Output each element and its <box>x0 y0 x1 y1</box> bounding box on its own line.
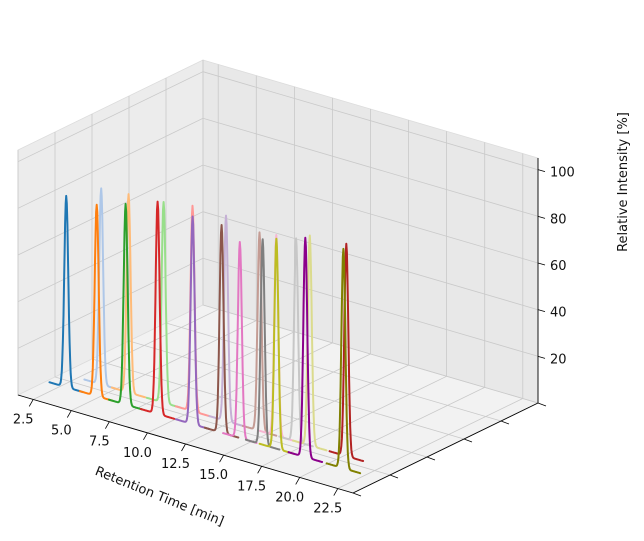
y-tick <box>426 456 436 461</box>
x-tick-label: 20.0 <box>275 490 304 505</box>
grid-line-z <box>17 117 539 217</box>
x-tick <box>181 443 186 452</box>
z-tick-label: 100 <box>550 166 575 181</box>
z-axis-label: Relative Intensity [%] <box>616 112 631 252</box>
x-tick-label: 22.5 <box>313 502 342 517</box>
z-tick <box>537 309 546 313</box>
x-tick <box>66 410 72 418</box>
chart-axes <box>17 158 547 497</box>
x-tick <box>257 466 262 474</box>
x-tick-label: 7.5 <box>89 435 110 450</box>
y-tick <box>537 402 547 407</box>
x-tick-label: 17.5 <box>237 479 266 494</box>
x-tick <box>143 432 148 441</box>
chart-series <box>48 187 365 475</box>
z-tick <box>537 355 546 359</box>
tick-labels: 2.5 5.0 7.5 10.0 12.5 15.0 17.5 20.0 22.5 20 40 60 8… <box>13 166 575 517</box>
chromatogram-peak-19 <box>287 236 324 463</box>
chromatogram-peak-3 <box>78 203 115 402</box>
x-tick-label: 5.0 <box>51 424 72 439</box>
grid-line-z <box>17 164 539 264</box>
x-tick <box>105 421 110 429</box>
chromatogram-peak-17 <box>258 237 295 455</box>
chromatogram-peak-15 <box>244 238 281 451</box>
chromatogram-peak-4 <box>110 193 147 399</box>
z-tick-label: 20 <box>550 352 567 367</box>
chromatogram-peak-9 <box>174 215 211 431</box>
z-tick <box>537 169 546 173</box>
grid-line-z <box>17 71 539 171</box>
y-tick <box>352 492 362 497</box>
grid-line-z <box>17 211 539 311</box>
grid-line-y <box>54 132 391 476</box>
x-tick-label: 10.0 <box>123 446 152 461</box>
y-tick <box>389 474 399 479</box>
chromatogram-peak-8 <box>174 204 211 418</box>
grid-line-z <box>17 257 539 357</box>
x-tick <box>219 454 224 463</box>
z-tick-label: 40 <box>550 306 567 321</box>
z-tick <box>537 215 546 219</box>
x-tick-label: 12.5 <box>161 457 190 472</box>
chromatogram-peak-12 <box>241 231 278 437</box>
x-tick-label: 15.0 <box>199 468 228 483</box>
x-tick <box>333 488 339 496</box>
z-tick-label: 80 <box>550 212 567 227</box>
chromatogram-peak-16 <box>278 237 314 448</box>
x-tick <box>28 399 34 407</box>
chromatogram-peak-5 <box>107 202 144 411</box>
grid-line-y <box>91 114 428 458</box>
x-tick-label: 2.5 <box>13 412 34 427</box>
y-tick <box>500 420 510 425</box>
chromatogram-peak-1 <box>48 194 84 394</box>
z-tick <box>537 262 546 266</box>
chromatogram-peak-18 <box>292 234 328 452</box>
y-tick <box>463 438 473 443</box>
chromatogram-peak-7 <box>139 200 176 420</box>
chromatogram-peak-21 <box>325 247 362 475</box>
z-tick-label: 60 <box>550 259 567 274</box>
chart-grid <box>17 60 539 494</box>
grid-line-y <box>202 60 539 404</box>
chromatogram-peak-10 <box>208 214 244 427</box>
chromatogram-peak-20 <box>328 242 365 462</box>
x-tick <box>295 477 301 485</box>
y-axis-line <box>352 402 539 494</box>
